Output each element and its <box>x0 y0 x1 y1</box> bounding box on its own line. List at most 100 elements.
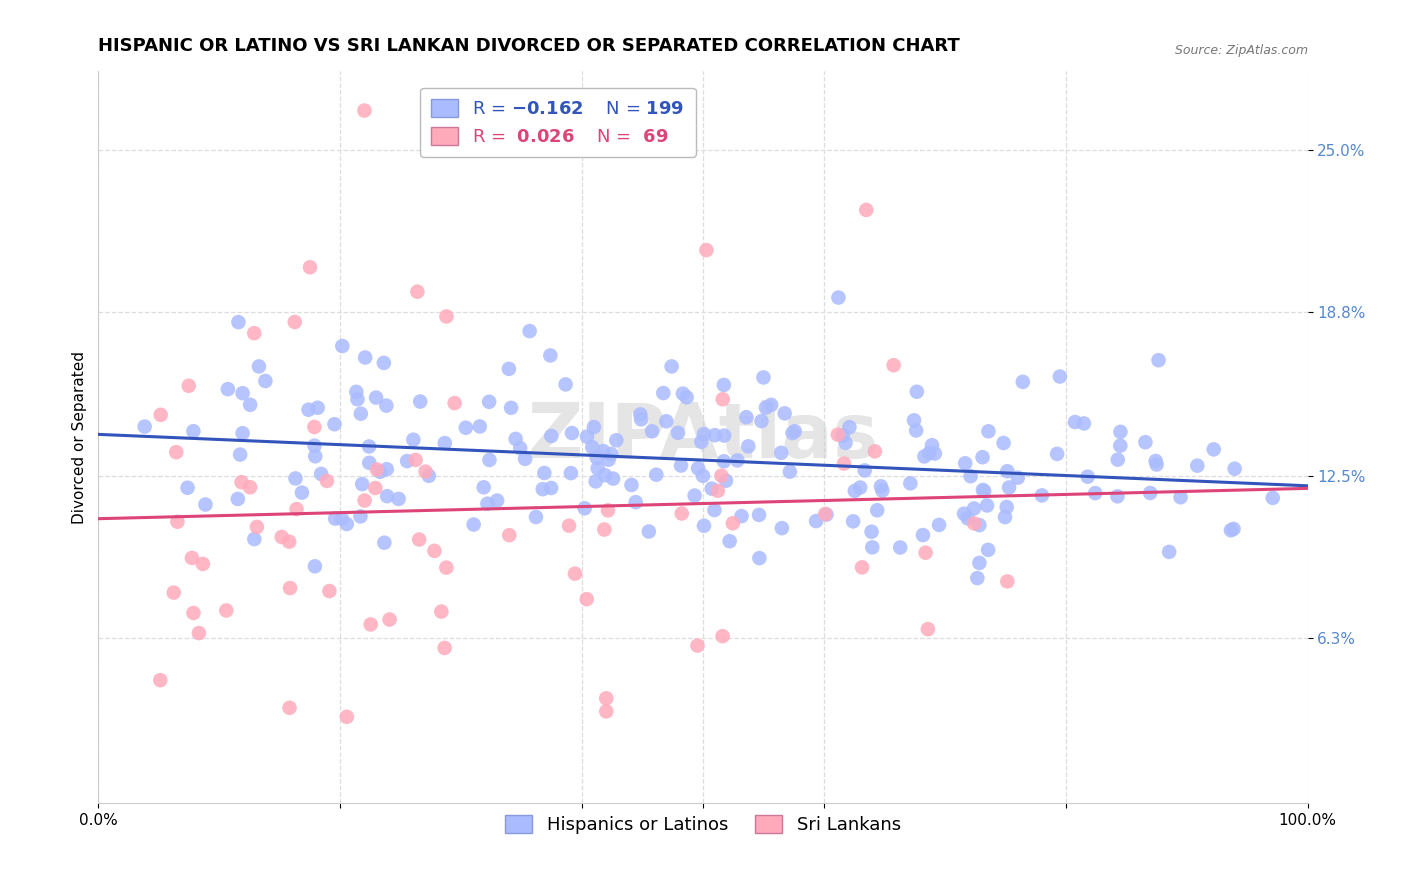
Point <box>364 391 387 405</box>
Point <box>486 493 509 508</box>
Point <box>349 509 371 524</box>
Point <box>498 362 520 376</box>
Point <box>472 480 495 494</box>
Point <box>582 420 605 434</box>
Point <box>346 392 368 407</box>
Point <box>239 398 262 412</box>
Point <box>737 439 759 453</box>
Point <box>652 386 675 401</box>
Point <box>972 450 994 465</box>
Point <box>921 438 943 452</box>
Point <box>1159 545 1181 559</box>
Point <box>540 481 562 495</box>
Point <box>366 462 388 476</box>
Point <box>860 524 883 539</box>
Point <box>509 441 531 455</box>
Point <box>278 701 301 715</box>
Point <box>690 434 713 449</box>
Point <box>357 440 380 454</box>
Point <box>285 502 308 516</box>
Point <box>1007 470 1029 484</box>
Point <box>215 603 238 617</box>
Point <box>645 467 668 482</box>
Point <box>866 503 889 517</box>
Point <box>304 559 326 574</box>
Point <box>418 468 440 483</box>
Point <box>630 412 652 426</box>
Point <box>1144 454 1167 468</box>
Point <box>228 315 250 329</box>
Point <box>373 535 395 549</box>
Point <box>354 351 377 365</box>
Point <box>595 691 617 706</box>
Point <box>378 613 401 627</box>
Point <box>1139 486 1161 500</box>
Point <box>695 243 717 257</box>
Point <box>963 501 986 516</box>
Point <box>725 453 748 467</box>
Point <box>714 474 737 488</box>
Point <box>246 520 269 534</box>
Point <box>316 474 339 488</box>
Point <box>600 447 623 461</box>
Point <box>498 528 520 542</box>
Point <box>1202 442 1225 457</box>
Point <box>827 291 849 305</box>
Point <box>605 434 627 448</box>
Point <box>592 444 614 458</box>
Point <box>278 534 301 549</box>
Point <box>759 398 782 412</box>
Point <box>918 446 941 460</box>
Point <box>1046 447 1069 461</box>
Text: ZIPAtlas: ZIPAtlas <box>527 401 879 474</box>
Point <box>671 507 693 521</box>
Point <box>700 482 723 496</box>
Point <box>853 463 876 477</box>
Point <box>1084 486 1107 500</box>
Point <box>176 481 198 495</box>
Point <box>408 533 430 547</box>
Point <box>851 560 873 574</box>
Point <box>995 574 1018 589</box>
Point <box>963 516 986 531</box>
Point <box>533 466 555 480</box>
Point <box>718 534 741 549</box>
Point <box>844 483 866 498</box>
Point <box>163 585 186 599</box>
Point <box>183 424 205 438</box>
Point <box>166 515 188 529</box>
Point <box>770 446 793 460</box>
Point <box>585 475 607 489</box>
Point <box>730 509 752 524</box>
Text: HISPANIC OR LATINO VS SRI LANKAN DIVORCED OR SEPARATED CORRELATION CHART: HISPANIC OR LATINO VS SRI LANKAN DIVORCE… <box>98 37 960 54</box>
Point <box>478 453 501 467</box>
Point <box>304 420 326 434</box>
Point <box>352 477 374 491</box>
Point <box>804 514 827 528</box>
Point <box>782 426 804 441</box>
Point <box>814 507 837 521</box>
Point <box>593 523 616 537</box>
Point <box>191 557 214 571</box>
Point <box>134 419 156 434</box>
Point <box>751 414 773 428</box>
Point <box>402 433 425 447</box>
Point <box>686 639 709 653</box>
Point <box>299 260 322 275</box>
Point <box>353 103 375 118</box>
Point <box>396 454 419 468</box>
Point <box>624 495 647 509</box>
Point <box>602 472 624 486</box>
Point <box>773 406 796 420</box>
Point <box>1109 439 1132 453</box>
Point <box>993 436 1015 450</box>
Point <box>1011 375 1033 389</box>
Point <box>304 439 326 453</box>
Point <box>540 429 562 443</box>
Point <box>914 546 936 560</box>
Point <box>554 377 576 392</box>
Point <box>598 452 620 467</box>
Point <box>187 626 209 640</box>
Point <box>183 606 205 620</box>
Point <box>406 285 429 299</box>
